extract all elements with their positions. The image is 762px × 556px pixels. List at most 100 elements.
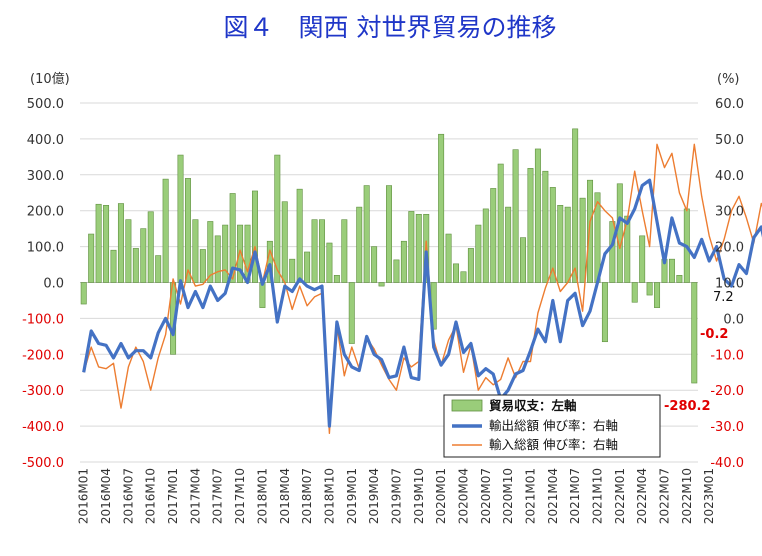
bar-last-value-label: -280.2 xyxy=(664,399,711,414)
x-tick-label: 2016M04 xyxy=(99,468,113,524)
x-tick-label: 2017M01 xyxy=(166,468,180,524)
line-series xyxy=(82,143,762,434)
bar-trade-balance xyxy=(601,282,608,343)
bar-trade-balance xyxy=(296,188,303,283)
bar-trade-balance xyxy=(311,219,318,283)
left-tick-label: -300.0 xyxy=(22,384,64,399)
bar-trade-balance xyxy=(356,206,363,283)
bar-trade-balance xyxy=(616,183,623,283)
left-tick-label: 500.0 xyxy=(27,97,64,112)
x-tick-label: 2019M04 xyxy=(367,468,381,524)
x-tick-label: 2016M01 xyxy=(77,468,91,524)
bar-trade-balance xyxy=(542,170,549,283)
bar-trade-balance xyxy=(304,251,311,283)
x-tick-label: 2022M04 xyxy=(635,468,649,524)
bar-trade-balance xyxy=(281,201,288,283)
bar-trade-balance xyxy=(400,240,407,283)
x-tick-label: 2018M01 xyxy=(255,468,269,524)
right-axis-unit: (%) xyxy=(717,72,740,87)
right-tick-label: 10.0 xyxy=(715,277,744,292)
legend-swatch-bar xyxy=(451,399,483,412)
x-tick-label: 2022M01 xyxy=(613,468,627,524)
line-export-growth xyxy=(82,178,762,428)
bar-trade-balance xyxy=(229,193,236,283)
bar-trade-balance xyxy=(319,219,325,283)
bar-trade-balance xyxy=(214,235,221,283)
bar-trade-balance xyxy=(237,224,244,283)
chart-title: 図４ 関西 対世界貿易の推移 xyxy=(224,13,557,42)
x-tick-label: 2020M04 xyxy=(456,468,470,524)
bar-trade-balance xyxy=(289,258,296,283)
right-tick-label: 20.0 xyxy=(715,241,744,256)
bar-trade-balance xyxy=(631,282,638,303)
bar-trade-balance xyxy=(482,208,489,283)
x-tick-label: 2021M04 xyxy=(546,468,560,524)
bar-trade-balance xyxy=(579,197,586,283)
bar-trade-balance xyxy=(512,149,519,283)
x-tick-label: 2023M01 xyxy=(702,468,716,524)
bar-trade-balance xyxy=(341,219,348,283)
bar-trade-balance xyxy=(103,205,110,283)
left-tick-label: 300.0 xyxy=(27,169,64,184)
left-tick-label: -400.0 xyxy=(22,420,64,435)
bar-trade-balance xyxy=(475,224,482,283)
right-tick-label: 50.0 xyxy=(715,133,744,148)
x-tick-label: 2020M07 xyxy=(479,468,493,524)
x-tick-label: 2017M07 xyxy=(211,468,225,524)
right-tick-label: 30.0 xyxy=(715,205,744,220)
bar-trade-balance xyxy=(564,206,571,283)
bar-trade-balance xyxy=(549,187,556,283)
bar-trade-balance xyxy=(88,233,95,283)
right-axis-ticks: 60.0 50.0 40.0 30.0 20.0 10.0 0.0 -10.0 -20.0 -30… xyxy=(710,97,744,471)
x-tick-label: 2022M07 xyxy=(657,468,671,524)
bar-trade-balance xyxy=(125,219,132,283)
legend-label-bar: 貿易収支：左軸 xyxy=(489,398,577,413)
bar-trade-balance xyxy=(460,271,467,283)
bar-trade-balance xyxy=(251,190,258,283)
x-tick-label: 2018M04 xyxy=(278,468,292,524)
bar-trade-balance xyxy=(140,228,147,283)
bar-trade-balance xyxy=(199,249,206,283)
x-tick-label: 2021M01 xyxy=(523,468,537,524)
bar-trade-balance xyxy=(162,178,169,283)
left-axis-unit: (10億) xyxy=(30,71,70,87)
bar-trade-balance xyxy=(184,178,191,283)
right-tick-label: -30.0 xyxy=(710,420,744,435)
bar-trade-balance xyxy=(147,211,154,283)
bar-trade-balance xyxy=(490,188,497,283)
bar-trade-balance xyxy=(587,179,594,283)
bar-trade-balance xyxy=(348,282,355,344)
bar-trade-balance xyxy=(259,282,266,308)
x-tick-label: 2016M10 xyxy=(144,468,158,524)
x-tick-label: 2019M07 xyxy=(389,468,403,524)
bar-trade-balance xyxy=(393,259,400,283)
right-tick-label: 40.0 xyxy=(715,169,744,184)
x-axis-ticks: 2016M01 2016M04 2016M07 2016M10 2017M01 2017M… xyxy=(77,468,716,524)
bar-trade-balance xyxy=(274,154,281,283)
bar-trade-balance xyxy=(192,219,199,283)
x-tick-label: 2019M10 xyxy=(412,468,426,524)
bar-trade-balance xyxy=(691,282,698,384)
bar-trade-balance xyxy=(668,258,675,283)
legend-label-export: 輸出総額 伸び率：右軸 xyxy=(489,418,618,433)
x-tick-label: 2017M10 xyxy=(233,468,247,524)
left-tick-label: 0.0 xyxy=(43,277,64,292)
left-tick-label: -100.0 xyxy=(22,312,64,327)
x-tick-label: 2021M10 xyxy=(590,468,604,524)
bar-trade-balance xyxy=(534,148,541,283)
left-tick-label: 400.0 xyxy=(27,133,64,148)
left-tick-label: 200.0 xyxy=(27,205,64,220)
bar-trade-balance xyxy=(371,246,378,283)
right-tick-label: 0.0 xyxy=(723,312,744,327)
bar-trade-balance xyxy=(222,224,229,283)
bar-trade-balance xyxy=(155,255,162,283)
left-tick-label: 100.0 xyxy=(27,241,64,256)
x-tick-label: 2018M10 xyxy=(322,468,336,524)
x-tick-label: 2019M01 xyxy=(345,468,359,524)
bar-trade-balance xyxy=(117,203,124,283)
x-tick-label: 2020M10 xyxy=(501,468,515,524)
x-tick-label: 2020M01 xyxy=(434,468,448,524)
legend-label-import: 輸入総額 伸び率：右軸 xyxy=(489,437,618,452)
bar-trade-balance xyxy=(110,249,117,283)
